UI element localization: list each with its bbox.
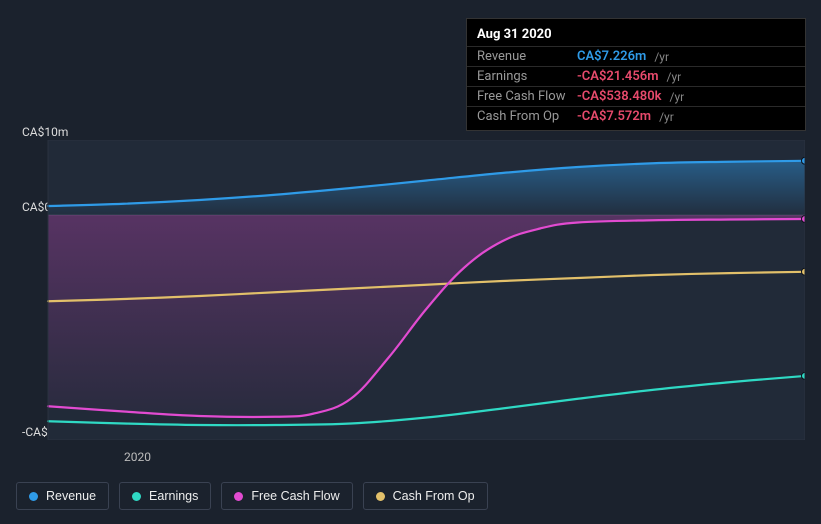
legend-item-free-cash-flow[interactable]: Free Cash Flow bbox=[221, 482, 352, 510]
x-axis-label: 2020 bbox=[124, 450, 151, 464]
tooltip-row: Cash From Op -CA$7.572m/yr bbox=[467, 106, 805, 126]
legend-dot-icon bbox=[132, 492, 141, 501]
tooltip-row-label: Earnings bbox=[477, 69, 569, 84]
financials-chart bbox=[16, 140, 805, 440]
tooltip-row-label: Revenue bbox=[477, 49, 569, 64]
tooltip-row-unit: /yr bbox=[659, 110, 674, 124]
legend-item-label: Earnings bbox=[149, 489, 198, 503]
tooltip-row: Revenue CA$7.226m/yr bbox=[467, 46, 805, 66]
tooltip-date: Aug 31 2020 bbox=[467, 23, 805, 46]
legend-item-earnings[interactable]: Earnings bbox=[119, 482, 211, 510]
tooltip-row: Free Cash Flow -CA$538.480k/yr bbox=[467, 86, 805, 106]
legend-item-label: Free Cash Flow bbox=[251, 489, 339, 503]
legend-item-label: Revenue bbox=[46, 489, 96, 503]
tooltip-row-unit: /yr bbox=[670, 90, 685, 104]
tooltip-row-value: -CA$21.456m bbox=[577, 69, 659, 84]
legend-item-label: Cash From Op bbox=[393, 489, 475, 503]
legend-dot-icon bbox=[234, 492, 243, 501]
legend-item-revenue[interactable]: Revenue bbox=[16, 482, 109, 510]
tooltip-row-unit: /yr bbox=[667, 70, 682, 84]
tooltip-row: Earnings -CA$21.456m/yr bbox=[467, 66, 805, 86]
legend-dot-icon bbox=[376, 492, 385, 501]
tooltip-row-label: Free Cash Flow bbox=[477, 89, 569, 104]
y-axis-label: CA$10m bbox=[22, 125, 68, 139]
tooltip-row-value: -CA$538.480k bbox=[577, 89, 662, 104]
tooltip-row-label: Cash From Op bbox=[477, 109, 569, 124]
tooltip-row-value: CA$7.226m bbox=[577, 49, 646, 64]
tooltip-row-value: -CA$7.572m bbox=[577, 109, 651, 124]
chart-legend: Revenue Earnings Free Cash Flow Cash From O… bbox=[16, 482, 488, 510]
legend-dot-icon bbox=[29, 492, 38, 501]
chart-tooltip: Aug 31 2020 RevenueCA$7.226m/yrEarnings-… bbox=[466, 18, 806, 131]
tooltip-row-unit: /yr bbox=[654, 50, 669, 64]
legend-item-cash-from-op[interactable]: Cash From Op bbox=[363, 482, 488, 510]
